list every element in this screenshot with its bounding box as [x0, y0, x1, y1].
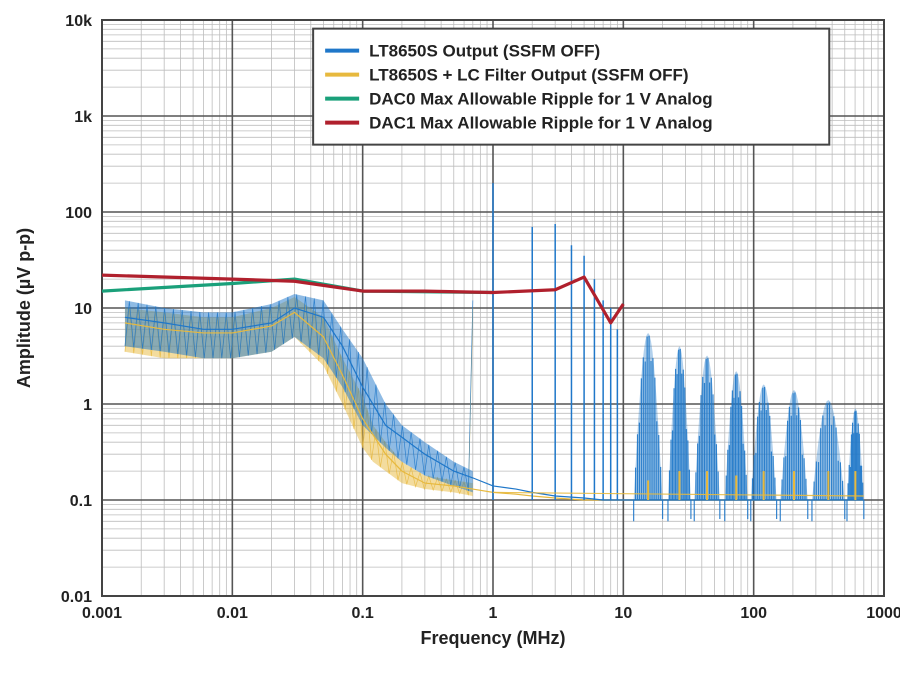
x-tick-label: 100 — [740, 605, 767, 622]
x-tick-label: 0.01 — [217, 605, 248, 622]
ripple-spectrum-chart: 0.0010.010.111010010000.010.11101001k10k… — [0, 0, 900, 682]
legend-label: DAC1 Max Allowable Ripple for 1 V Analog — [369, 114, 713, 133]
legend-label: LT8650S Output (SSFM OFF) — [369, 42, 600, 61]
y-tick-label: 1 — [83, 397, 92, 414]
x-tick-label: 1000 — [866, 605, 900, 622]
x-tick-label: 1 — [489, 605, 498, 622]
y-tick-label: 0.01 — [61, 589, 92, 606]
x-tick-label: 10 — [614, 605, 632, 622]
legend-label: DAC0 Max Allowable Ripple for 1 V Analog — [369, 90, 713, 109]
y-tick-label: 100 — [65, 205, 92, 222]
y-tick-label: 10 — [74, 301, 92, 318]
y-tick-label: 10k — [65, 13, 92, 30]
y-tick-label: 0.1 — [70, 493, 92, 510]
x-tick-label: 0.1 — [352, 605, 374, 622]
y-tick-label: 1k — [74, 109, 92, 126]
x-tick-label: 0.001 — [82, 605, 122, 622]
legend-label: LT8650S + LC Filter Output (SSFM OFF) — [369, 66, 688, 85]
x-axis-label: Frequency (MHz) — [420, 628, 565, 648]
y-axis-label: Amplitude (µV p-p) — [14, 228, 34, 388]
